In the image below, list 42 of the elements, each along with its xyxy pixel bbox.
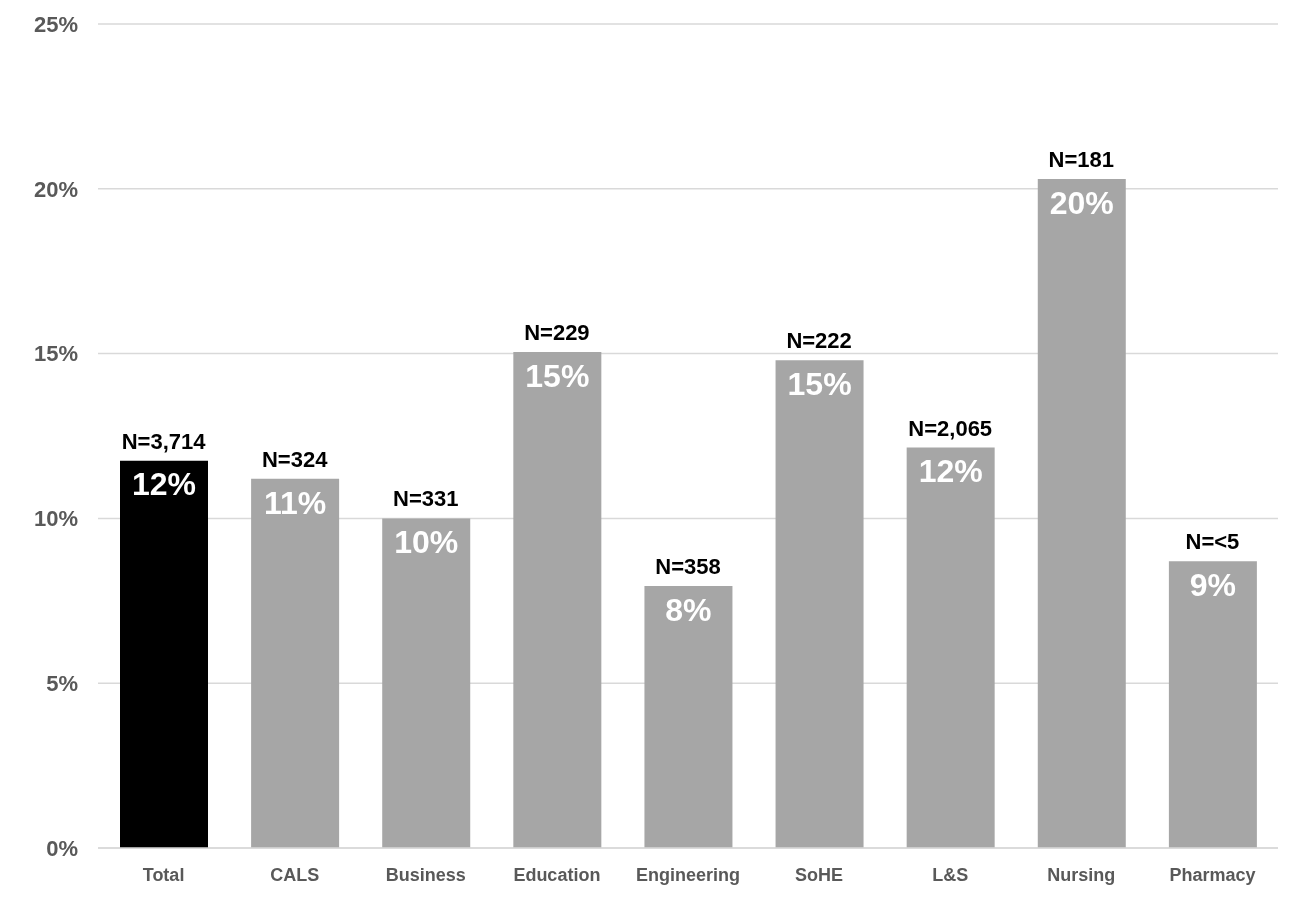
- x-tick-label: L&S: [932, 864, 969, 885]
- annotation: N=181: [1048, 146, 1115, 172]
- data-label: 15%: [787, 365, 852, 402]
- bar: [120, 460, 208, 848]
- y-tick-label: 25%: [33, 11, 78, 37]
- bar: [1037, 178, 1126, 848]
- x-tick-label: SoHE: [795, 864, 844, 885]
- annotation: N=324: [261, 446, 329, 472]
- x-tick-label: Nursing: [1047, 864, 1116, 885]
- bar: [513, 351, 602, 848]
- data-label: 20%: [1049, 184, 1114, 221]
- data-label: 8%: [665, 591, 712, 628]
- annotation: N=229: [524, 319, 590, 345]
- annotation: N=<5: [1185, 529, 1240, 555]
- y-tick-label: 5%: [46, 671, 78, 697]
- x-tick-label: Business: [385, 864, 466, 885]
- x-tick-label: Total: [142, 864, 185, 885]
- y-tick-label: 20%: [33, 176, 78, 202]
- x-tick-label: Pharmacy: [1169, 864, 1256, 885]
- x-tick-label: Education: [513, 864, 601, 885]
- x-tick-label: CALS: [270, 864, 320, 885]
- annotation: N=3,714: [121, 428, 207, 454]
- annotation: N=2,065: [908, 415, 993, 441]
- y-tick-label: 15%: [33, 341, 78, 367]
- annotation: N=358: [655, 553, 721, 579]
- annotation: N=222: [786, 328, 852, 354]
- data-label: 11%: [263, 484, 327, 521]
- data-label: 9%: [1189, 566, 1237, 603]
- data-label: 12%: [918, 453, 983, 490]
- bar: [775, 360, 864, 848]
- data-label: 12%: [131, 466, 197, 503]
- x-tick-label: Engineering: [635, 864, 741, 885]
- data-label: 15%: [525, 357, 590, 394]
- y-tick-label: 10%: [33, 506, 78, 532]
- bar: [382, 518, 471, 848]
- y-tick-label: 0%: [46, 835, 78, 861]
- data-label: 10%: [394, 524, 459, 561]
- bar: [906, 447, 995, 848]
- annotation: N=331: [393, 486, 459, 512]
- bar: [251, 478, 340, 848]
- bar: [644, 585, 733, 848]
- bar: [1168, 561, 1257, 848]
